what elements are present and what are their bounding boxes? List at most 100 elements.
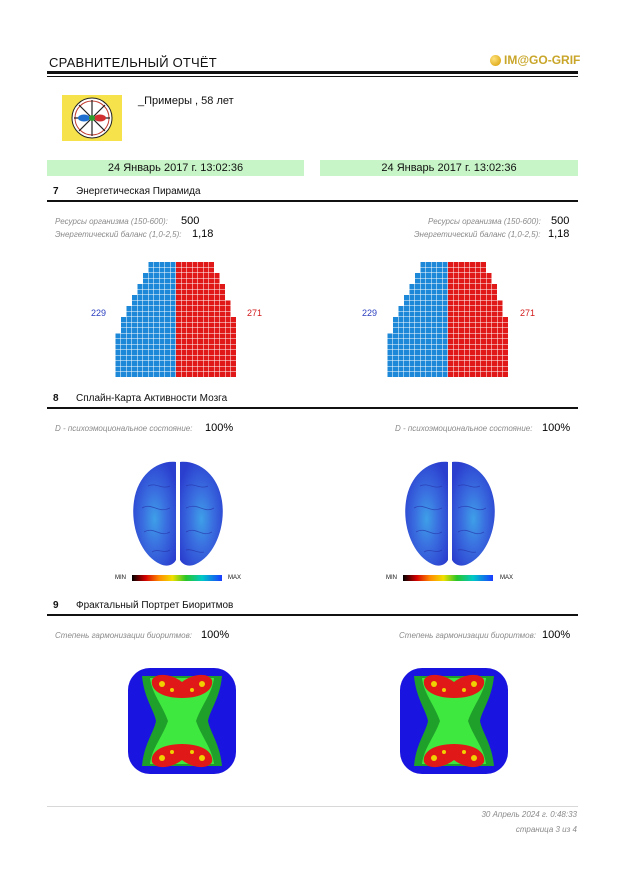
fractal-portrait-left (128, 668, 236, 774)
pyramid-cell-blue (431, 284, 437, 289)
pyramid-cell-blue (126, 366, 132, 372)
pyramid-cell-red (448, 322, 453, 328)
pyramid-cell-blue (154, 278, 159, 284)
pyramid-cell-red (209, 366, 214, 372)
pyramid-cell-red (225, 322, 231, 328)
pyramid-cell-blue (143, 317, 148, 322)
pyramid-cell-red (176, 284, 181, 289)
pyramid-cell-red (225, 333, 231, 339)
pyramid-cell-red (448, 273, 453, 278)
pyramid-cell-red (203, 262, 209, 267)
pyramid-cell-red (475, 361, 481, 366)
pyramid-cell-blue (431, 339, 437, 344)
pyramid-cell-red (209, 317, 214, 322)
section-9-number: 9 (53, 600, 59, 611)
pyramid-cell-blue (154, 355, 159, 361)
pyramid-cell-blue (431, 322, 437, 328)
pyramid-cell-red (203, 361, 209, 366)
pyramid-cell-red (459, 366, 464, 372)
pyramid-cell-blue (143, 372, 148, 377)
date-right: 24 Январь 2017 г. 13:02:36 (320, 160, 578, 176)
pyramid-cell-blue (398, 317, 404, 322)
pyramid-cell-red (464, 366, 470, 372)
pyramid-cell-red (486, 372, 492, 377)
pyramid-cell-red (198, 366, 203, 372)
report-title: СРАВНИТЕЛЬНЫЙ ОТЧЁТ (49, 55, 217, 70)
pyramid-cell-blue (170, 344, 176, 350)
pyramid-cell-red (481, 350, 486, 355)
pyramid-cell-blue (420, 366, 426, 372)
header-rule (47, 71, 578, 74)
pyramid-cell-red (470, 350, 475, 355)
pyramid-cell-red (176, 262, 181, 267)
pyramid-cell-blue (404, 339, 409, 344)
pyramid-cell-blue (420, 355, 426, 361)
pyramid-cell-blue (143, 273, 148, 278)
pyramid-cell-red (475, 355, 481, 361)
state-value-right: 100% (542, 422, 571, 434)
pyramid-cell-red (492, 295, 497, 300)
pyramid-cell-red (475, 372, 481, 377)
pyramid-cell-red (503, 372, 508, 377)
pyramid-cell-red (209, 278, 214, 284)
pyramid-cell-red (198, 317, 203, 322)
pyramid-cell-red (181, 322, 187, 328)
pyramid-cell-blue (159, 350, 165, 355)
pyramid-cell-red (176, 289, 181, 295)
pyramid-cell-red (481, 300, 486, 306)
pyramid-cell-blue (143, 289, 148, 295)
pyramid-cell-blue (165, 350, 170, 355)
pyramid-cell-blue (137, 361, 143, 366)
pyramid-cell-blue (431, 262, 437, 267)
pyramid-cell-blue (115, 355, 121, 361)
pyramid-cell-red (492, 333, 497, 339)
section-8-number: 8 (53, 393, 59, 404)
pyramid-cell-blue (121, 328, 126, 333)
pyramid-cell-red (448, 350, 453, 355)
pyramid-cell-red (481, 372, 486, 377)
pyramid-cell-blue (415, 317, 420, 322)
pyramid-cell-blue (170, 361, 176, 366)
pyramid-cell-red (470, 273, 475, 278)
pyramid-cell-blue (170, 339, 176, 344)
pyramid-cell-red (497, 366, 503, 372)
pyramid-cell-red (220, 328, 225, 333)
pyramid-cell-blue (415, 333, 420, 339)
pyramid-cell-blue (165, 366, 170, 372)
pyramid-cell-blue (437, 311, 442, 317)
pyramid-cell-red (192, 273, 198, 278)
pyramid-cell-red (209, 339, 214, 344)
pyramid-cell-blue (115, 344, 121, 350)
pyramid-cell-blue (426, 355, 431, 361)
pyramid-cell-blue (121, 333, 126, 339)
pyramid-cell-blue (159, 361, 165, 366)
pyramid-cell-blue (393, 372, 398, 377)
pyramid-cell-blue (426, 278, 431, 284)
pyramid-cell-blue (426, 333, 431, 339)
pyramid-cell-blue (132, 300, 137, 306)
pyramid-cell-blue (126, 355, 132, 361)
pyramid-cell-blue (159, 300, 165, 306)
pyramid-cell-red (187, 289, 192, 295)
pyramid-cell-blue (132, 328, 137, 333)
pyramid-cell-red (503, 366, 508, 372)
pyramid-cell-blue (121, 344, 126, 350)
pyramid-cell-red (198, 350, 203, 355)
pyramid-cell-blue (431, 355, 437, 361)
pyramid-cell-red (453, 306, 459, 311)
pyramid-cell-blue (159, 267, 165, 273)
pyramid-cell-blue (437, 262, 442, 267)
pyramid-cell-red (492, 306, 497, 311)
pyramid-cell-blue (426, 344, 431, 350)
pyramid-cell-blue (159, 262, 165, 267)
pyramid-cell-red (464, 333, 470, 339)
pyramid-cell-red (181, 372, 187, 377)
pyramid-cell-blue (437, 333, 442, 339)
pyramid-cell-blue (431, 311, 437, 317)
pyramid-cell-blue (115, 350, 121, 355)
header-rule-thin (47, 76, 578, 77)
pyramid-cell-blue (437, 344, 442, 350)
pyramid-cell-blue (415, 289, 420, 295)
pyramid-cell-red (492, 350, 497, 355)
pyramid-cell-blue (442, 262, 448, 267)
